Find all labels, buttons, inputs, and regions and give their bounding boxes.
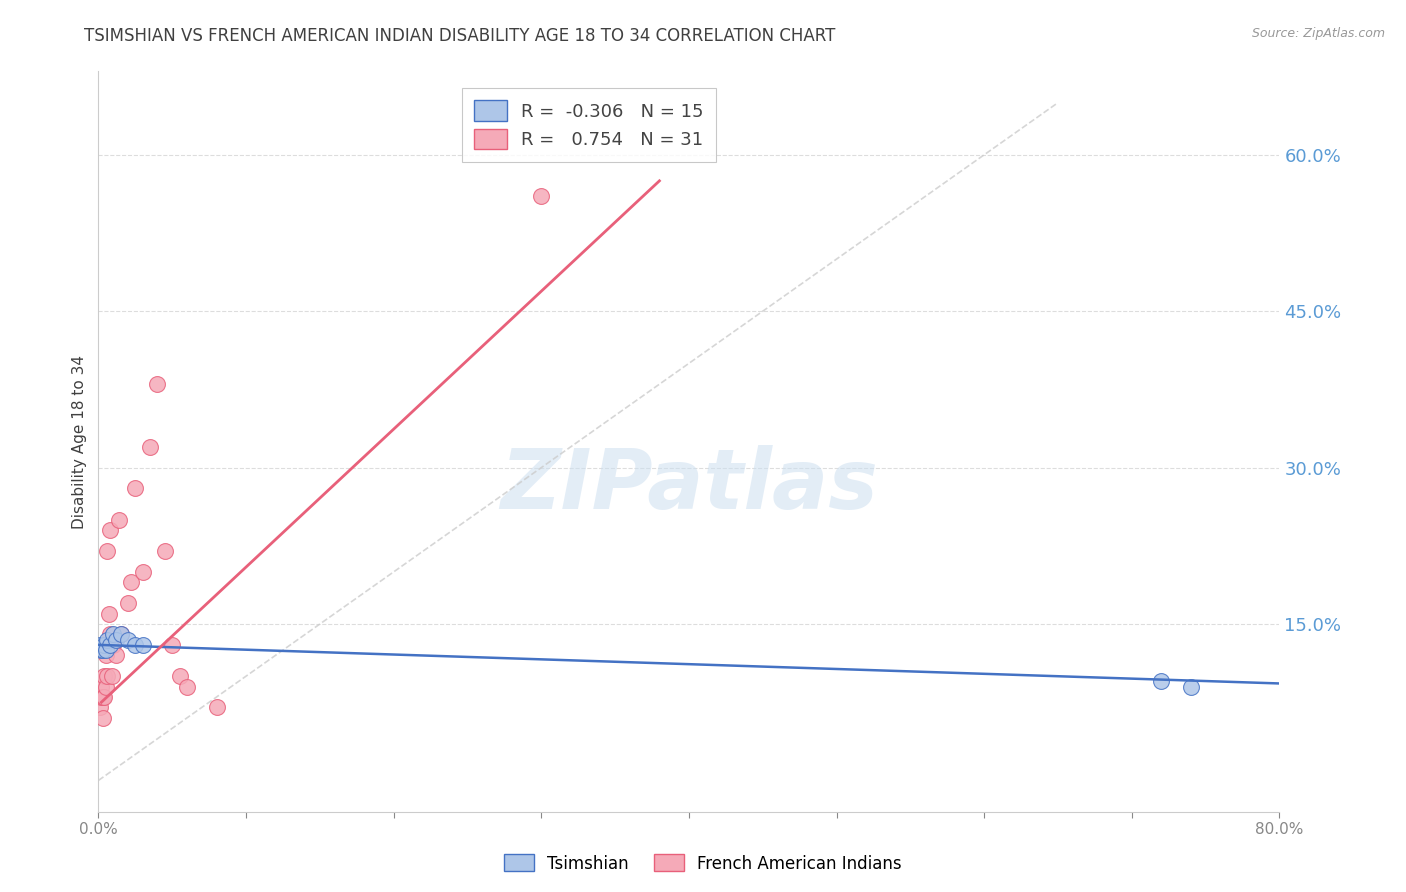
Point	[124, 638, 146, 652]
Point	[93, 690, 115, 704]
Point	[139, 440, 162, 454]
Point	[94, 643, 117, 657]
Point	[162, 638, 183, 652]
Point	[91, 643, 114, 657]
Point	[98, 627, 121, 641]
Point	[169, 669, 191, 683]
Point	[94, 648, 117, 663]
Point	[124, 482, 146, 496]
Point	[205, 700, 228, 714]
Text: TSIMSHIAN VS FRENCH AMERICAN INDIAN DISABILITY AGE 18 TO 34 CORRELATION CHART: TSIMSHIAN VS FRENCH AMERICAN INDIAN DISA…	[84, 27, 835, 45]
Point	[117, 596, 139, 610]
Y-axis label: Disability Age 18 to 34: Disability Age 18 to 34	[72, 354, 87, 529]
Text: Source: ZipAtlas.com: Source: ZipAtlas.com	[1251, 27, 1385, 40]
Text: ZIPatlas: ZIPatlas	[501, 445, 877, 526]
Point	[530, 189, 553, 203]
Point	[1180, 680, 1202, 694]
Point	[93, 669, 115, 683]
Legend: Tsimshian, French American Indians: Tsimshian, French American Indians	[498, 847, 908, 880]
Point	[96, 669, 118, 683]
Point	[91, 711, 114, 725]
Point	[132, 565, 155, 579]
Point	[90, 690, 112, 704]
Point	[96, 632, 118, 647]
Legend: R =  -0.306   N = 15, R =   0.754   N = 31: R = -0.306 N = 15, R = 0.754 N = 31	[461, 87, 717, 162]
Point	[90, 643, 112, 657]
Point	[96, 544, 118, 558]
Point	[89, 638, 111, 652]
Point	[100, 669, 122, 683]
Point	[110, 627, 132, 641]
Point	[98, 523, 121, 537]
Point	[105, 632, 128, 647]
Point	[89, 700, 111, 714]
Point	[103, 638, 125, 652]
Point	[110, 627, 132, 641]
Point	[98, 638, 121, 652]
Point	[97, 607, 120, 621]
Point	[120, 575, 142, 590]
Point	[132, 638, 155, 652]
Point	[105, 648, 128, 663]
Point	[108, 513, 131, 527]
Point	[91, 690, 114, 704]
Point	[1150, 674, 1173, 689]
Point	[146, 377, 169, 392]
Point	[153, 544, 176, 558]
Point	[103, 627, 125, 641]
Point	[90, 680, 112, 694]
Point	[117, 632, 139, 647]
Point	[176, 680, 198, 694]
Point	[94, 680, 117, 694]
Point	[93, 638, 115, 652]
